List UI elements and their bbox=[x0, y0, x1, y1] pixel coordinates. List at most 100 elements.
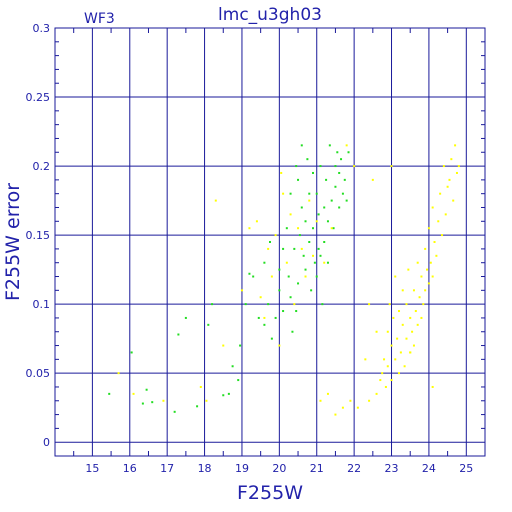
yellow-data-point bbox=[431, 206, 434, 209]
yellow-data-point bbox=[297, 227, 300, 230]
x-tick-label: 19 bbox=[235, 462, 249, 475]
green-data-point bbox=[196, 405, 199, 408]
yellow-data-point bbox=[300, 247, 303, 250]
axis-ticks: 15 16 17 18 19 20 21 22 23 24 25 0 0.05 0.1 0.15 0.2 0.2… bbox=[26, 22, 486, 475]
yellow-data-point bbox=[353, 165, 356, 168]
yellow-data-point bbox=[427, 227, 430, 230]
yellow-data-point bbox=[368, 399, 371, 402]
yellow-data-point bbox=[132, 392, 135, 395]
yellow-data-point bbox=[450, 158, 453, 161]
yellow-data-point bbox=[416, 261, 419, 264]
yellow-data-point bbox=[409, 316, 412, 319]
yellow-data-point bbox=[398, 310, 400, 313]
green-data-point bbox=[323, 241, 326, 243]
yellow-data-point bbox=[401, 289, 404, 292]
green-data-point bbox=[257, 316, 260, 319]
plot-frame bbox=[54, 27, 486, 457]
yellow-data-point bbox=[349, 399, 352, 402]
yellow-data-point bbox=[427, 282, 430, 285]
green-data-point bbox=[278, 289, 281, 292]
yellow-data-point bbox=[422, 303, 425, 306]
yellow-data-point bbox=[390, 379, 393, 382]
yellow-data-point bbox=[457, 165, 460, 168]
yellow-data-point bbox=[444, 213, 447, 216]
green-data-point bbox=[341, 192, 344, 195]
yellow-data-point bbox=[308, 199, 311, 202]
yellow-data-point bbox=[420, 275, 423, 278]
yellow-data-point bbox=[386, 330, 389, 333]
yellow-data-point bbox=[312, 254, 314, 257]
green-data-point bbox=[315, 192, 318, 195]
green-data-point bbox=[321, 303, 324, 306]
yellow-data-point bbox=[439, 192, 442, 195]
green-data-point bbox=[338, 206, 341, 209]
yellow-data-point bbox=[205, 399, 208, 402]
yellow-data-point bbox=[259, 296, 262, 299]
yellow-data-point bbox=[371, 178, 374, 181]
green-data-point bbox=[334, 185, 337, 188]
x-axis-label: F255W bbox=[237, 482, 303, 504]
x-tick-label: 17 bbox=[160, 462, 174, 475]
green-data-point bbox=[295, 165, 298, 168]
green-data-point bbox=[289, 192, 292, 195]
yellow-data-point bbox=[414, 310, 417, 313]
green-data-point bbox=[270, 337, 273, 340]
yellow-data-point bbox=[384, 385, 387, 388]
green-data-point bbox=[312, 227, 314, 230]
y-tick-label: 0 bbox=[43, 436, 50, 449]
yellow-data-point bbox=[437, 220, 440, 223]
green-data-point bbox=[295, 310, 298, 313]
green-data-point bbox=[317, 213, 320, 216]
yellow-data-point bbox=[330, 227, 333, 230]
yellow-data-point bbox=[446, 185, 449, 188]
y-tick-label: 0.2 bbox=[33, 160, 51, 173]
yellow-data-point bbox=[416, 323, 419, 326]
green-data-point bbox=[302, 254, 305, 257]
green-data-point bbox=[237, 379, 240, 382]
green-data-point bbox=[326, 220, 329, 223]
green-data-point bbox=[287, 275, 290, 278]
green-data-point bbox=[145, 388, 148, 391]
green-data-point bbox=[289, 296, 292, 299]
green-data-point bbox=[130, 351, 133, 354]
green-data-point bbox=[239, 344, 242, 347]
yellow-data-point bbox=[435, 254, 438, 257]
yellow-data-point bbox=[412, 289, 415, 292]
green-data-point bbox=[345, 199, 348, 202]
yellow-data-point bbox=[396, 337, 399, 340]
y-tick-label: 0.3 bbox=[33, 22, 51, 35]
green-data-point bbox=[282, 247, 285, 250]
y-axis-label: F255W error bbox=[2, 183, 24, 301]
green-data-point bbox=[313, 261, 316, 264]
yellow-data-point bbox=[407, 268, 410, 271]
chart-title: lmc_u3gh03 bbox=[218, 5, 322, 25]
yellow-data-point bbox=[420, 316, 423, 319]
yellow-data-point bbox=[240, 289, 243, 292]
yellow-data-point bbox=[429, 261, 432, 264]
yellow-data-point bbox=[426, 268, 429, 271]
yellow-data-point bbox=[270, 275, 273, 278]
yellow-data-point bbox=[390, 165, 393, 168]
yellow-data-point bbox=[379, 379, 382, 382]
x-tick-label: 21 bbox=[310, 462, 324, 475]
yellow-data-point bbox=[285, 261, 288, 264]
green-data-point bbox=[227, 392, 230, 395]
green-data-point bbox=[330, 199, 333, 202]
green-data-point bbox=[263, 261, 266, 264]
yellow-data-point bbox=[162, 399, 165, 402]
green-data-point bbox=[317, 247, 320, 250]
yellow-data-point bbox=[222, 344, 225, 347]
yellow-data-point bbox=[334, 413, 337, 416]
x-tick-label: 20 bbox=[272, 462, 286, 475]
green-data-point bbox=[336, 151, 339, 154]
green-data-point bbox=[319, 165, 322, 168]
green-data-point bbox=[244, 303, 247, 306]
green-data-point bbox=[184, 316, 187, 319]
green-data-point bbox=[151, 401, 154, 404]
green-data-point bbox=[293, 247, 296, 250]
yellow-data-point bbox=[392, 316, 395, 319]
yellow-data-point bbox=[267, 247, 270, 250]
yellow-data-point bbox=[394, 358, 397, 361]
yellow-data-point bbox=[274, 234, 277, 237]
yellow-data-point bbox=[386, 365, 389, 368]
